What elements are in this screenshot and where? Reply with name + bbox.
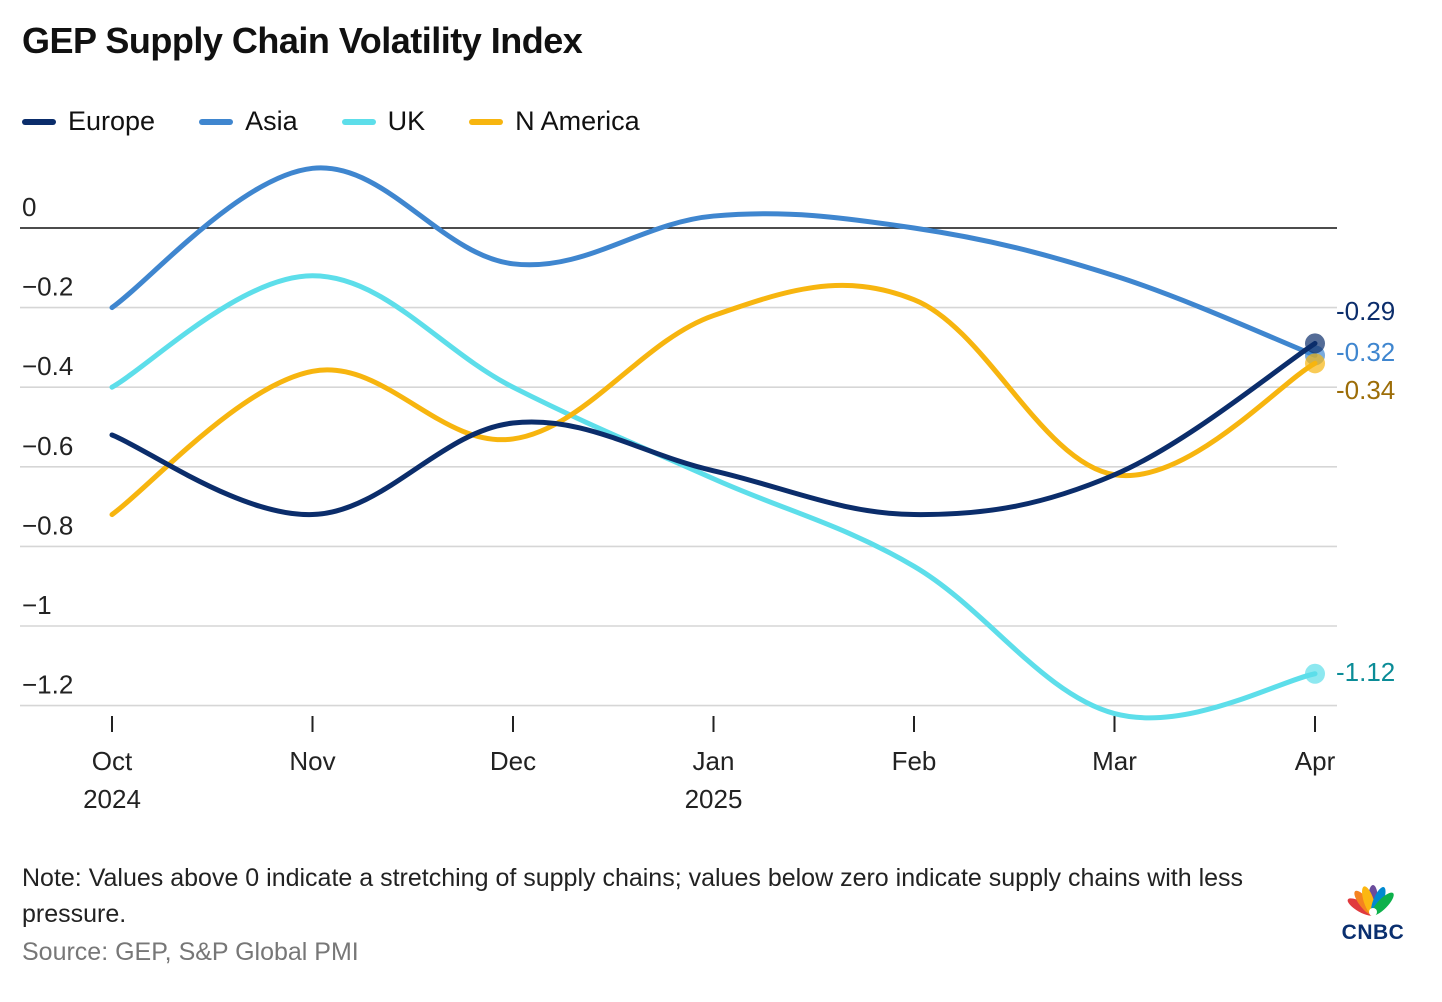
y-tick-label: −0.8 [22,510,73,540]
legend-swatch-uk [341,118,376,125]
end-point-europe [1305,333,1325,354]
legend: Europe Asia UK N America [22,106,640,137]
legend-label-n-america: N America [515,106,640,136]
legend-item-uk: UK [341,106,426,137]
peacock-icon [1347,885,1394,916]
x-tick-label: Feb [892,746,937,776]
chart-title: GEP Supply Chain Volatility Index [22,20,583,61]
legend-item-n-america: N America [469,106,640,137]
end-label-europe: -0.29 [1336,296,1395,326]
x-tick-label: Jan [693,746,735,776]
series-line-asia [109,165,1318,358]
series-line-europe [109,340,1318,518]
x-tick-label: Mar [1092,746,1137,776]
chart-source: Source: GEP, S&P Global PMI [22,938,359,966]
x-tick-label: Nov [289,746,335,776]
cnbc-logo: CNBC [1336,880,1410,945]
x-tick-label: Oct [92,746,133,776]
y-tick-label: −1.2 [22,670,73,700]
x-tick-label: Apr [1295,746,1336,776]
x-tick-year-label: 2024 [83,784,141,814]
logo-text: CNBC [1341,921,1405,944]
chart-note: Note: Values above 0 indicate a stretchi… [22,864,1244,928]
x-tick-year-label: 2025 [685,784,743,814]
x-tick-label: Dec [490,746,536,776]
y-tick-label: 0 [22,192,36,222]
y-tick-label: −0.4 [22,351,73,381]
end-label-uk: -1.12 [1336,657,1395,687]
legend-item-asia: Asia [199,106,298,137]
end-point-uk [1305,663,1325,684]
legend-swatch-europe [22,118,56,125]
series-line-uk [109,273,1318,721]
line-chart: 0 −0.2 −0.4 −0.6 −0.8 −1 −1.2 Oct 2024 Nov Dec Jan 2… [20,165,1395,814]
legend-swatch-asia [199,118,234,125]
y-tick-label: −1 [22,590,52,620]
legend-label-asia: Asia [245,106,298,136]
legend-label-uk: UK [387,106,426,136]
legend-item-europe: Europe [22,106,155,137]
end-point-n-america [1305,353,1325,374]
y-tick-label: −0.6 [22,431,73,461]
legend-label-europe: Europe [68,106,156,136]
end-label-n-america: -0.34 [1336,375,1395,405]
legend-swatch-n-america [469,118,504,125]
end-label-asia: -0.32 [1336,337,1395,367]
y-tick-label: −0.2 [22,272,73,302]
